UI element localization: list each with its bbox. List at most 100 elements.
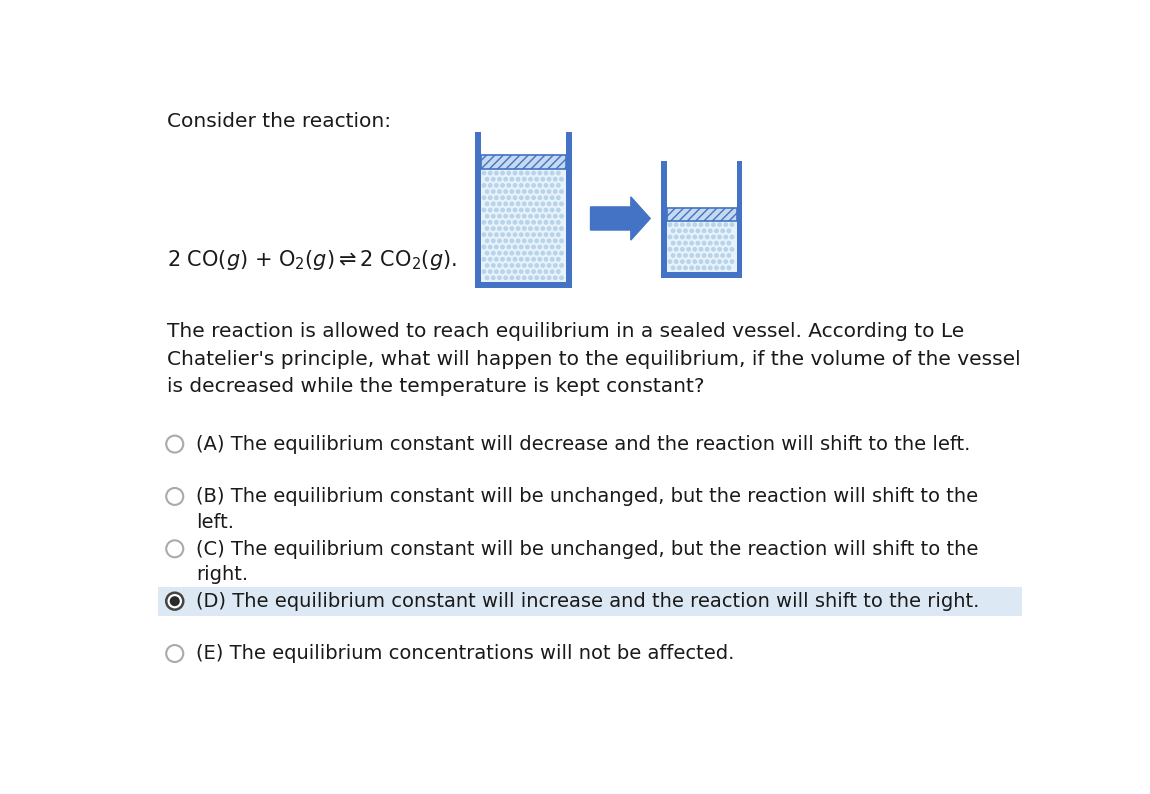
Circle shape (542, 239, 545, 242)
Circle shape (553, 227, 557, 230)
Circle shape (491, 214, 494, 218)
Circle shape (529, 227, 532, 230)
Circle shape (516, 178, 520, 181)
Circle shape (513, 208, 516, 212)
Circle shape (482, 221, 485, 224)
Circle shape (538, 245, 542, 249)
Circle shape (482, 257, 485, 261)
Circle shape (553, 178, 557, 181)
Circle shape (681, 248, 684, 251)
Circle shape (529, 239, 532, 242)
Circle shape (491, 178, 494, 181)
Circle shape (489, 245, 492, 249)
Circle shape (498, 264, 501, 267)
Bar (158, 587, 1022, 616)
Circle shape (544, 257, 547, 261)
Text: Consider the reaction:: Consider the reaction: (167, 112, 391, 131)
Circle shape (535, 252, 538, 255)
Circle shape (538, 221, 542, 224)
Circle shape (489, 221, 492, 224)
Circle shape (531, 245, 535, 249)
Circle shape (501, 270, 505, 273)
Circle shape (715, 254, 719, 257)
Circle shape (705, 248, 708, 251)
Circle shape (167, 488, 183, 505)
Circle shape (727, 229, 730, 233)
Bar (475, 283, 572, 287)
Circle shape (551, 257, 554, 261)
Circle shape (544, 233, 547, 237)
Circle shape (551, 221, 554, 224)
Circle shape (557, 183, 560, 187)
Circle shape (491, 264, 494, 267)
Circle shape (167, 436, 183, 453)
Circle shape (507, 208, 511, 212)
Circle shape (538, 196, 542, 199)
Circle shape (531, 257, 535, 261)
Circle shape (718, 223, 721, 226)
Circle shape (516, 202, 520, 206)
Circle shape (501, 183, 505, 187)
Circle shape (535, 214, 538, 218)
Circle shape (516, 276, 520, 279)
Circle shape (703, 241, 706, 245)
Circle shape (526, 183, 529, 187)
Circle shape (167, 541, 183, 557)
Circle shape (511, 190, 514, 193)
Circle shape (167, 645, 183, 662)
Bar (566, 133, 572, 287)
Circle shape (489, 208, 492, 212)
Circle shape (522, 227, 526, 230)
Circle shape (520, 221, 523, 224)
Circle shape (520, 208, 523, 212)
Circle shape (560, 202, 564, 206)
Circle shape (715, 241, 719, 245)
Circle shape (526, 270, 529, 273)
Circle shape (498, 190, 501, 193)
Circle shape (538, 233, 542, 237)
Circle shape (684, 266, 688, 269)
Text: (C) The equilibrium constant will be unchanged, but the reaction will shift to t: (C) The equilibrium constant will be unc… (197, 540, 979, 584)
Circle shape (513, 221, 516, 224)
Circle shape (699, 223, 703, 226)
Circle shape (560, 178, 564, 181)
Circle shape (538, 208, 542, 212)
Circle shape (494, 257, 498, 261)
Circle shape (560, 227, 564, 230)
Circle shape (526, 196, 529, 199)
Circle shape (553, 276, 557, 279)
Circle shape (531, 196, 535, 199)
Circle shape (544, 172, 547, 175)
Circle shape (511, 202, 514, 206)
Circle shape (544, 221, 547, 224)
Circle shape (494, 208, 498, 212)
Circle shape (501, 196, 505, 199)
Circle shape (494, 183, 498, 187)
Circle shape (529, 264, 532, 267)
Circle shape (557, 208, 560, 212)
Circle shape (526, 221, 529, 224)
Circle shape (531, 221, 535, 224)
Circle shape (494, 270, 498, 273)
Circle shape (699, 260, 703, 264)
Circle shape (557, 245, 560, 249)
Circle shape (498, 227, 501, 230)
Circle shape (511, 239, 514, 242)
Circle shape (674, 248, 677, 251)
Circle shape (489, 257, 492, 261)
Circle shape (672, 254, 675, 257)
Circle shape (511, 214, 514, 218)
Circle shape (693, 223, 697, 226)
Bar (737, 160, 742, 278)
Circle shape (501, 172, 505, 175)
Circle shape (507, 183, 511, 187)
Circle shape (538, 270, 542, 273)
Circle shape (491, 252, 494, 255)
Circle shape (501, 257, 505, 261)
Circle shape (690, 241, 693, 245)
Circle shape (547, 239, 551, 242)
Circle shape (542, 202, 545, 206)
Circle shape (547, 252, 551, 255)
Circle shape (511, 178, 514, 181)
Circle shape (708, 254, 712, 257)
